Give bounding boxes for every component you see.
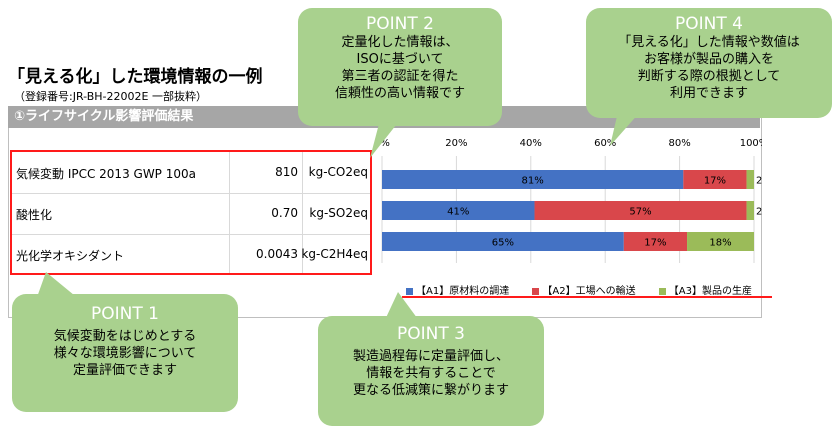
impact-unit: kg-CO2eq bbox=[308, 165, 368, 179]
impact-value: 0.0043 bbox=[256, 247, 298, 261]
bar-segment bbox=[623, 232, 688, 251]
bar-segment bbox=[382, 170, 684, 189]
legend-label: 【A2】工場への輸送 bbox=[542, 286, 636, 297]
bar-segment bbox=[746, 201, 754, 220]
bar-data-label: 81% bbox=[522, 176, 544, 187]
impact-table: 気候変動 IPCC 2013 GWP 100a 810 kg-CO2eq 酸性化… bbox=[10, 150, 372, 275]
bar-data-label: 2% bbox=[756, 207, 762, 218]
table-divider bbox=[229, 152, 230, 273]
point3-body: 製造過程毎に定量評価し、 情報を共有することで 更なる低減策に繋がります bbox=[352, 349, 509, 398]
impact-category: 光化学オキシダント bbox=[16, 249, 125, 263]
bar-segment bbox=[687, 232, 754, 251]
bar-data-label: 41% bbox=[447, 207, 469, 218]
point2-title: POINT 2 bbox=[366, 14, 434, 34]
chart-tick-labels: 0% 20% 40% 60% 80% 100% bbox=[374, 138, 762, 149]
point4-pointer bbox=[610, 112, 640, 146]
x-tick-label: 0% bbox=[374, 138, 390, 149]
impact-unit: kg-SO2eq bbox=[309, 206, 368, 220]
legend-label: 【A3】製品の生産 bbox=[668, 286, 752, 297]
x-tick-label: 20% bbox=[445, 138, 467, 149]
impact-category: 気候変動 IPCC 2013 GWP 100a bbox=[16, 167, 196, 181]
legend-swatch-a2 bbox=[532, 287, 540, 295]
x-tick-label: 80% bbox=[668, 138, 690, 149]
table-row: 酸性化 0.70 kg-SO2eq bbox=[12, 193, 370, 235]
bar-data-label: 57% bbox=[629, 207, 651, 218]
table-divider bbox=[302, 152, 303, 273]
point1-callout: POINT 1 気候変動をはじめとする 様々な環境影響について 定量評価できます bbox=[12, 294, 238, 412]
table-row: 光化学オキシダント 0.0043 kg-C2H4eq bbox=[12, 234, 370, 275]
point2-callout: POINT 2 定量化した情報は、 ISOに基づいて 第三者の認証を得た 信頼性… bbox=[298, 8, 502, 126]
legend-item: 【A1】原材料の調達 bbox=[406, 286, 509, 297]
chart-legend: 【A1】原材料の調達 【A2】工場への輸送 【A3】製品の生産 bbox=[406, 282, 752, 297]
point4-title: POINT 4 bbox=[675, 14, 743, 34]
impact-unit: kg-C2H4eq bbox=[301, 247, 368, 261]
bar-segment bbox=[683, 170, 747, 189]
bar-data-label: 18% bbox=[709, 238, 731, 249]
bar-data-label: 17% bbox=[704, 176, 726, 187]
point2-pointer bbox=[370, 120, 400, 158]
chart-data-labels: 81% 17% 2% 41% 57% 2% 65% 17% 18% bbox=[447, 176, 762, 249]
legend-item: 【A2】工場への輸送 bbox=[532, 286, 636, 297]
point4-callout: POINT 4 「見える化」した情報や数値は お客様が製品の購入を 判断する際の… bbox=[586, 8, 832, 118]
legend-swatch-a3 bbox=[658, 287, 666, 295]
bar-data-label: 17% bbox=[644, 238, 666, 249]
point1-title: POINT 1 bbox=[91, 304, 159, 324]
point3-title: POINT 3 bbox=[397, 324, 465, 344]
table-row: 気候変動 IPCC 2013 GWP 100a 810 kg-CO2eq bbox=[12, 152, 370, 194]
x-tick-label: 60% bbox=[594, 138, 616, 149]
point4-body: 「見える化」した情報や数値は お客様が製品の購入を 判断する際の根拠として 利用… bbox=[618, 35, 800, 101]
impact-value: 0.70 bbox=[271, 206, 298, 220]
legend-underline bbox=[402, 296, 772, 298]
impact-category: 酸性化 bbox=[16, 208, 53, 222]
point3-pointer bbox=[384, 292, 420, 322]
point1-pointer bbox=[36, 272, 80, 300]
x-tick-label: 40% bbox=[520, 138, 542, 149]
bar-data-label: 2% bbox=[756, 176, 762, 187]
bar-segment bbox=[382, 232, 624, 251]
point3-callout: POINT 3 製造過程毎に定量評価し、 情報を共有することで 更なる低減策に繋… bbox=[318, 316, 544, 426]
page-title: 「見える化」した環境情報の一例 bbox=[8, 67, 263, 87]
legend-label: 【A1】原材料の調達 bbox=[416, 286, 510, 297]
point2-body: 定量化した情報は、 ISOに基づいて 第三者の認証を得た 信頼性の高い情報です bbox=[334, 35, 465, 101]
bar-segment bbox=[382, 201, 535, 220]
legend-swatch-a1 bbox=[406, 287, 413, 295]
page-subtitle: （登録番号:JR-BH-22002E 一部抜粋） bbox=[14, 90, 207, 103]
bar-segment bbox=[746, 170, 754, 189]
stacked-bar-chart: 0% 20% 40% 60% 80% 100% 81% 17% 2% 41% 57% 2% 65% 17… bbox=[374, 138, 762, 263]
x-tick-label: 100% bbox=[740, 138, 762, 149]
point1-body: 気候変動をはじめとする 様々な環境影響について 定量評価できます bbox=[53, 329, 197, 378]
chart-bars bbox=[382, 170, 754, 251]
impact-value: 810 bbox=[275, 165, 298, 179]
bar-segment bbox=[534, 201, 747, 220]
bar-data-label: 65% bbox=[492, 238, 514, 249]
legend-item: 【A3】製品の生産 bbox=[658, 286, 752, 297]
